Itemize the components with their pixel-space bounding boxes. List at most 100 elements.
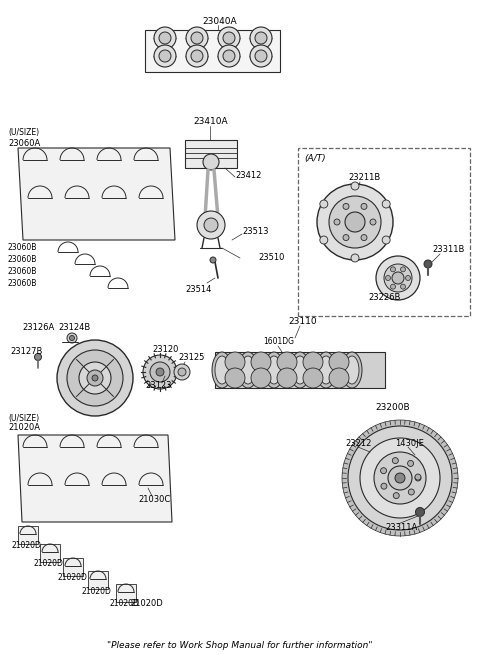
Circle shape — [186, 27, 208, 49]
Circle shape — [218, 45, 240, 67]
Ellipse shape — [264, 352, 284, 388]
Text: 21020D: 21020D — [57, 574, 87, 582]
Ellipse shape — [290, 352, 310, 388]
Circle shape — [360, 438, 440, 518]
Circle shape — [225, 352, 245, 372]
Text: 23412: 23412 — [235, 170, 262, 179]
Text: 23510: 23510 — [258, 253, 284, 263]
Circle shape — [343, 234, 349, 240]
Text: 23060B: 23060B — [8, 244, 37, 252]
Bar — [185, 140, 237, 168]
Circle shape — [250, 27, 272, 49]
Circle shape — [178, 368, 186, 376]
Bar — [18, 526, 38, 544]
Circle shape — [382, 200, 390, 208]
Ellipse shape — [238, 352, 258, 388]
Circle shape — [391, 267, 396, 272]
Text: 23126A: 23126A — [22, 324, 54, 333]
Circle shape — [317, 184, 393, 260]
Circle shape — [251, 368, 271, 388]
Circle shape — [225, 368, 245, 388]
Ellipse shape — [316, 352, 336, 388]
Circle shape — [395, 473, 405, 483]
Text: 23060B: 23060B — [8, 280, 37, 288]
Circle shape — [361, 234, 367, 240]
Ellipse shape — [293, 356, 307, 384]
Circle shape — [348, 426, 452, 530]
Circle shape — [67, 333, 77, 343]
Circle shape — [277, 352, 297, 372]
Text: "Please refer to Work Shop Manual for further information": "Please refer to Work Shop Manual for fu… — [107, 641, 373, 650]
Text: 23410A: 23410A — [193, 117, 228, 126]
Circle shape — [223, 50, 235, 62]
Text: 23060A: 23060A — [8, 138, 40, 147]
Circle shape — [159, 32, 171, 44]
Circle shape — [424, 260, 432, 268]
Text: 21020D: 21020D — [110, 599, 140, 608]
Ellipse shape — [212, 352, 232, 388]
Text: 23123: 23123 — [145, 381, 171, 390]
Text: 23212: 23212 — [345, 440, 372, 449]
Circle shape — [57, 340, 133, 416]
Text: (U/SIZE): (U/SIZE) — [8, 128, 39, 138]
Circle shape — [376, 256, 420, 300]
Circle shape — [174, 364, 190, 380]
Text: 23226B: 23226B — [368, 293, 400, 303]
Circle shape — [392, 458, 398, 464]
Text: 21030C: 21030C — [138, 495, 170, 504]
Bar — [40, 544, 60, 562]
Circle shape — [92, 375, 98, 381]
Text: 23124B: 23124B — [58, 324, 90, 333]
Circle shape — [303, 352, 323, 372]
Circle shape — [250, 45, 272, 67]
Circle shape — [400, 267, 406, 272]
Circle shape — [345, 212, 365, 232]
Circle shape — [400, 284, 406, 289]
Circle shape — [191, 32, 203, 44]
Circle shape — [320, 200, 328, 208]
Text: 1601DG: 1601DG — [263, 337, 294, 346]
Text: 23120: 23120 — [152, 345, 179, 354]
Circle shape — [255, 32, 267, 44]
Circle shape — [159, 50, 171, 62]
Circle shape — [415, 475, 421, 481]
Circle shape — [329, 368, 349, 388]
Text: 21020D: 21020D — [82, 586, 112, 595]
Bar — [298, 148, 470, 316]
Circle shape — [70, 335, 74, 341]
Circle shape — [391, 284, 396, 289]
Text: (U/SIZE): (U/SIZE) — [8, 413, 39, 422]
Circle shape — [203, 154, 219, 170]
Ellipse shape — [319, 356, 333, 384]
Text: 23311A: 23311A — [385, 523, 417, 533]
Bar — [88, 571, 108, 589]
Circle shape — [361, 204, 367, 210]
Circle shape — [406, 276, 410, 280]
Text: 23060B: 23060B — [8, 267, 37, 276]
Ellipse shape — [241, 356, 255, 384]
Circle shape — [191, 50, 203, 62]
Circle shape — [35, 354, 41, 360]
Circle shape — [416, 508, 424, 517]
Circle shape — [154, 45, 176, 67]
Text: 23514: 23514 — [185, 286, 211, 295]
Circle shape — [303, 368, 323, 388]
Circle shape — [251, 352, 271, 372]
Circle shape — [408, 489, 414, 495]
Text: 23125: 23125 — [178, 354, 204, 362]
Ellipse shape — [215, 356, 229, 384]
Bar — [116, 584, 136, 602]
Circle shape — [351, 254, 359, 262]
Circle shape — [79, 362, 111, 394]
Text: 21020D: 21020D — [130, 599, 163, 608]
Text: 23311B: 23311B — [432, 246, 464, 255]
Bar — [215, 352, 385, 388]
Text: 23060B: 23060B — [8, 255, 37, 265]
Circle shape — [154, 27, 176, 49]
Circle shape — [415, 474, 421, 480]
Text: (A/T): (A/T) — [304, 153, 325, 162]
Ellipse shape — [342, 352, 362, 388]
Circle shape — [150, 362, 170, 382]
Text: 23127B: 23127B — [10, 348, 42, 356]
Circle shape — [255, 50, 267, 62]
